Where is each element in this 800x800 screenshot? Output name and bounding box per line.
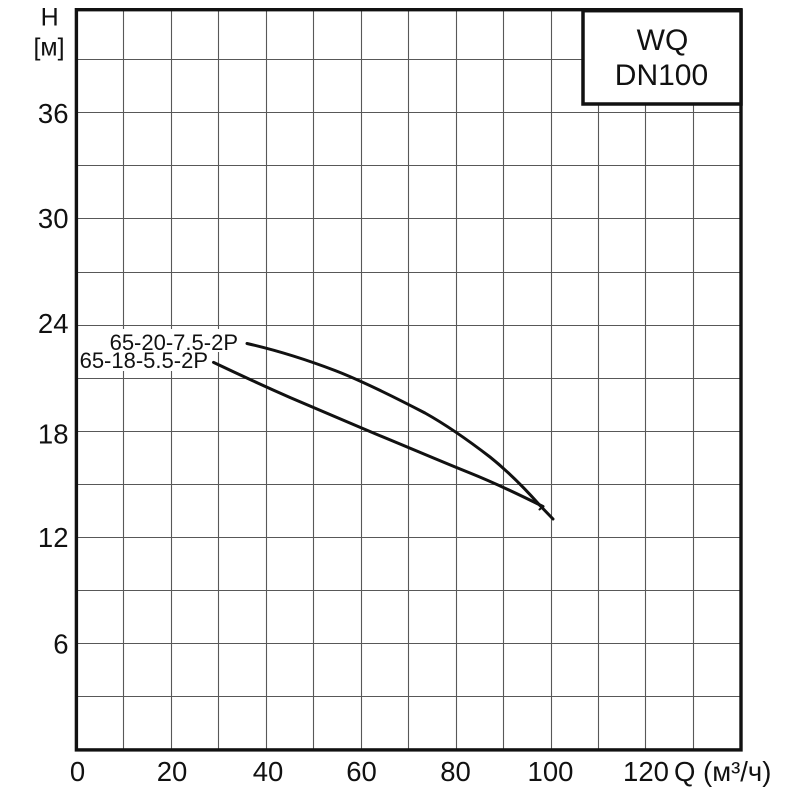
svg-text:12: 12 (38, 522, 69, 553)
svg-text:65-20-7.5-2P: 65-20-7.5-2P (110, 330, 238, 355)
svg-text:0: 0 (70, 756, 85, 787)
svg-text:36: 36 (38, 98, 69, 129)
svg-text:[м]: [м] (33, 34, 64, 62)
svg-text:65-18-5.5-2P: 65-18-5.5-2P (80, 348, 208, 373)
svg-text:6: 6 (53, 629, 68, 660)
svg-text:24: 24 (38, 308, 69, 339)
svg-text:60: 60 (346, 756, 377, 787)
svg-text:18: 18 (38, 419, 69, 450)
svg-text:20: 20 (157, 756, 188, 787)
svg-text:30: 30 (38, 203, 69, 234)
svg-text:WQ: WQ (637, 24, 689, 57)
svg-text:40: 40 (253, 756, 284, 787)
svg-text:120: 120 (623, 756, 669, 787)
svg-text:100: 100 (528, 756, 574, 787)
svg-text:80: 80 (440, 756, 471, 787)
svg-text:DN100: DN100 (615, 59, 708, 92)
svg-text:Q (м³/ч): Q (м³/ч) (674, 756, 771, 787)
svg-text:H: H (41, 4, 59, 32)
